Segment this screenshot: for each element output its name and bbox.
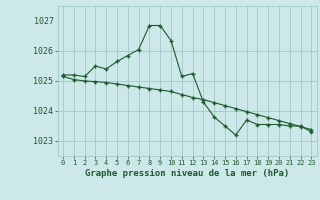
X-axis label: Graphe pression niveau de la mer (hPa): Graphe pression niveau de la mer (hPa) bbox=[85, 169, 289, 178]
Text: 1027: 1027 bbox=[34, 17, 54, 25]
